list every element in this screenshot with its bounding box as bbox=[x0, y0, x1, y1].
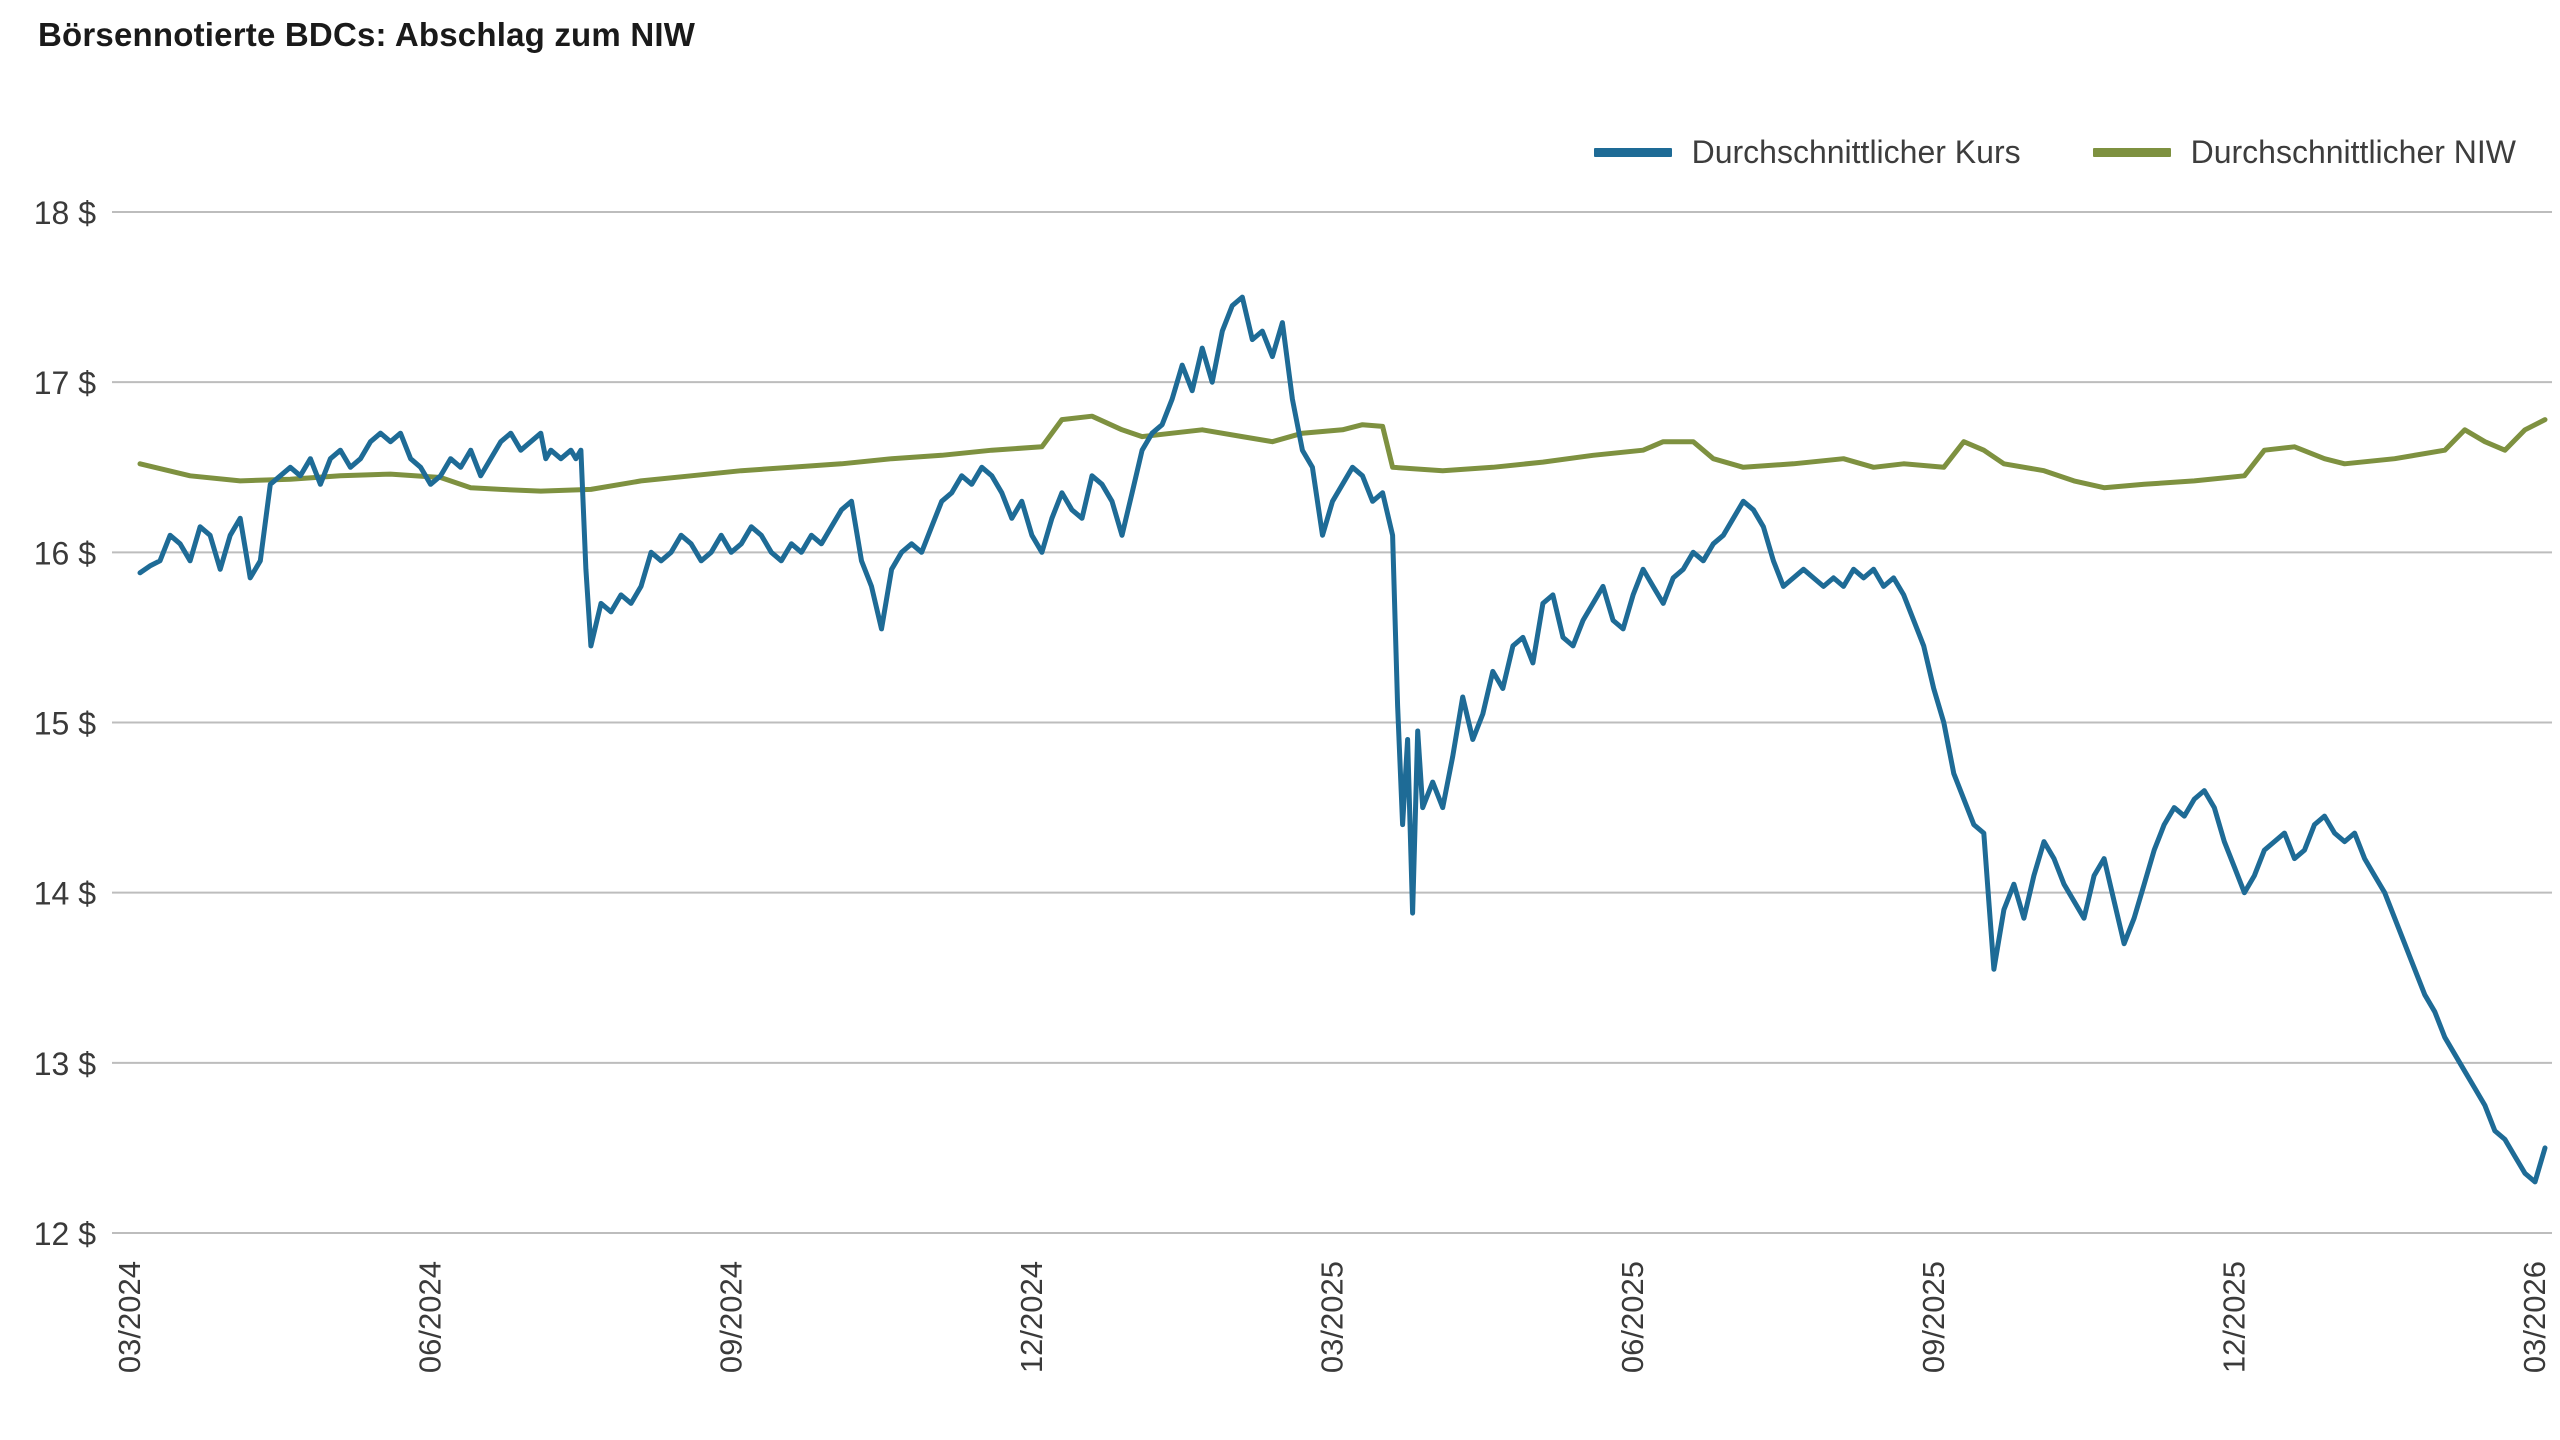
x-tick-label: 03/2026 bbox=[2517, 1261, 2552, 1373]
y-tick-label: 17 $ bbox=[34, 365, 96, 401]
kurs-line-swatch bbox=[1593, 148, 1672, 157]
y-tick-label: 12 $ bbox=[34, 1216, 96, 1252]
x-tick-label: 03/2025 bbox=[1315, 1261, 1350, 1373]
x-tick-label: 06/2024 bbox=[413, 1261, 448, 1373]
x-tick-label: 06/2025 bbox=[1615, 1261, 1650, 1373]
y-tick-label: 18 $ bbox=[34, 195, 96, 231]
x-tick-label: 12/2025 bbox=[2216, 1261, 2251, 1373]
y-tick-label: 15 $ bbox=[34, 706, 96, 742]
legend-item-niw: Durchschnittlicher NIW bbox=[2092, 134, 2516, 171]
niw-line-swatch bbox=[2092, 148, 2171, 157]
chart-title: Börsennotierte BDCs: Abschlag zum NIW bbox=[38, 16, 696, 53]
x-tick-label: 03/2024 bbox=[112, 1261, 147, 1373]
y-tick-label: 13 $ bbox=[34, 1046, 96, 1082]
y-tick-label: 14 $ bbox=[34, 876, 96, 912]
x-tick-label: 09/2025 bbox=[1916, 1261, 1951, 1373]
series-path-niw bbox=[137, 413, 2548, 494]
x-tick-label: 09/2024 bbox=[713, 1261, 748, 1373]
legend: Durchschnittlicher Kurs Durchschnittlich… bbox=[1593, 134, 2516, 171]
legend-label-kurs: Durchschnittlicher Kurs bbox=[1691, 134, 2021, 170]
series-path-kurs bbox=[137, 294, 2548, 1185]
legend-label-niw: Durchschnittlicher NIW bbox=[2190, 134, 2516, 170]
y-tick-label: 16 $ bbox=[34, 535, 96, 571]
legend-item-kurs: Durchschnittlicher Kurs bbox=[1593, 134, 2021, 171]
x-tick-label: 12/2024 bbox=[1014, 1261, 1049, 1373]
